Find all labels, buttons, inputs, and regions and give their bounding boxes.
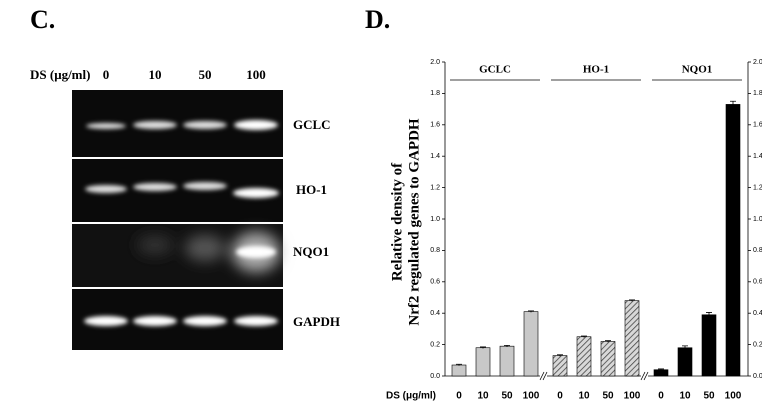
lane-label: 0 bbox=[103, 67, 110, 82]
y-axis-title: Relative density of bbox=[389, 162, 405, 281]
panel-label: C. bbox=[30, 5, 55, 34]
y-tick-label: 1.4 bbox=[430, 153, 440, 160]
lane-label: 50 bbox=[199, 67, 212, 82]
error-bar bbox=[730, 100, 736, 108]
gene-label: GCLC bbox=[293, 117, 331, 132]
error-bar bbox=[480, 346, 486, 349]
error-bar bbox=[629, 299, 635, 302]
y-tick-label: 0.0 bbox=[430, 373, 440, 380]
y2-tick-label: 1.4 bbox=[753, 153, 762, 160]
error-bar bbox=[504, 344, 510, 347]
error-bar bbox=[528, 310, 534, 313]
gene-label: NQO1 bbox=[293, 244, 329, 259]
bar bbox=[677, 347, 693, 377]
y2-tick-label: 1.8 bbox=[753, 90, 762, 97]
y-tick-label: 0.2 bbox=[430, 341, 440, 348]
y-tick-label: 0.4 bbox=[430, 310, 440, 317]
x-tick-label: 100 bbox=[725, 391, 742, 402]
error-bar bbox=[605, 340, 611, 343]
y2-tick-label: 0.4 bbox=[753, 310, 762, 317]
gene-label: HO-1 bbox=[296, 182, 327, 197]
axis-break bbox=[539, 371, 649, 381]
error-bar bbox=[581, 335, 587, 338]
y2-tick-label: 0.0 bbox=[753, 373, 762, 380]
x-tick-label: 10 bbox=[477, 391, 489, 402]
y-axis-title: Nrf2 regulated genes to GAPDH bbox=[406, 118, 422, 326]
dose-label: DS (μg/ml) bbox=[30, 67, 90, 82]
bar bbox=[475, 347, 491, 377]
x-tick-label: 50 bbox=[602, 391, 614, 402]
bar bbox=[576, 336, 592, 377]
bar bbox=[523, 311, 539, 377]
x-tick-label: 100 bbox=[624, 391, 641, 402]
bar bbox=[552, 355, 568, 377]
error-bar bbox=[456, 363, 462, 366]
y2-tick-label: 2.0 bbox=[753, 59, 762, 66]
error-bar bbox=[658, 368, 664, 371]
y2-tick-label: 0.2 bbox=[753, 341, 762, 348]
y2-tick-label: 1.6 bbox=[753, 122, 762, 129]
gene-label: GAPDH bbox=[293, 314, 340, 329]
y2-tick-label: 1.0 bbox=[753, 216, 762, 223]
group-label: NQO1 bbox=[682, 64, 713, 76]
y-tick-label: 1.8 bbox=[430, 90, 440, 97]
y2-tick-label: 0.6 bbox=[753, 279, 762, 286]
y2-tick-label: 1.2 bbox=[753, 184, 762, 191]
x-axis-title: DS (μg/ml) bbox=[386, 391, 436, 402]
error-bar bbox=[682, 345, 688, 350]
gel bbox=[72, 90, 283, 350]
group-label: GCLC bbox=[479, 64, 511, 76]
x-tick-label: 50 bbox=[703, 391, 715, 402]
x-tick-label: 0 bbox=[557, 391, 563, 402]
lane-label: 100 bbox=[246, 67, 266, 82]
x-tick-label: 10 bbox=[578, 391, 590, 402]
x-tick-label: 0 bbox=[658, 391, 664, 402]
y-tick-label: 0.6 bbox=[430, 279, 440, 286]
bar bbox=[451, 364, 467, 377]
bar bbox=[701, 314, 717, 377]
y-tick-label: 1.2 bbox=[430, 184, 440, 191]
error-bar bbox=[706, 312, 712, 318]
x-tick-label: 50 bbox=[501, 391, 513, 402]
group-label: HO-1 bbox=[583, 64, 609, 76]
lane-label: 10 bbox=[149, 67, 162, 82]
y-tick-label: 1.0 bbox=[430, 216, 440, 223]
panel-label: D. bbox=[365, 5, 390, 34]
error-bar bbox=[557, 354, 563, 357]
bar bbox=[725, 104, 741, 377]
y-tick-label: 2.0 bbox=[430, 59, 440, 66]
bar bbox=[624, 300, 640, 377]
x-tick-label: 10 bbox=[679, 391, 691, 402]
x-tick-label: 0 bbox=[456, 391, 462, 402]
y2-tick-label: 0.8 bbox=[753, 247, 762, 254]
bar bbox=[499, 345, 515, 377]
y-tick-label: 1.6 bbox=[430, 122, 440, 129]
bar bbox=[653, 369, 669, 377]
bar bbox=[600, 341, 616, 377]
x-tick-label: 100 bbox=[523, 391, 540, 402]
y-tick-label: 0.8 bbox=[430, 247, 440, 254]
